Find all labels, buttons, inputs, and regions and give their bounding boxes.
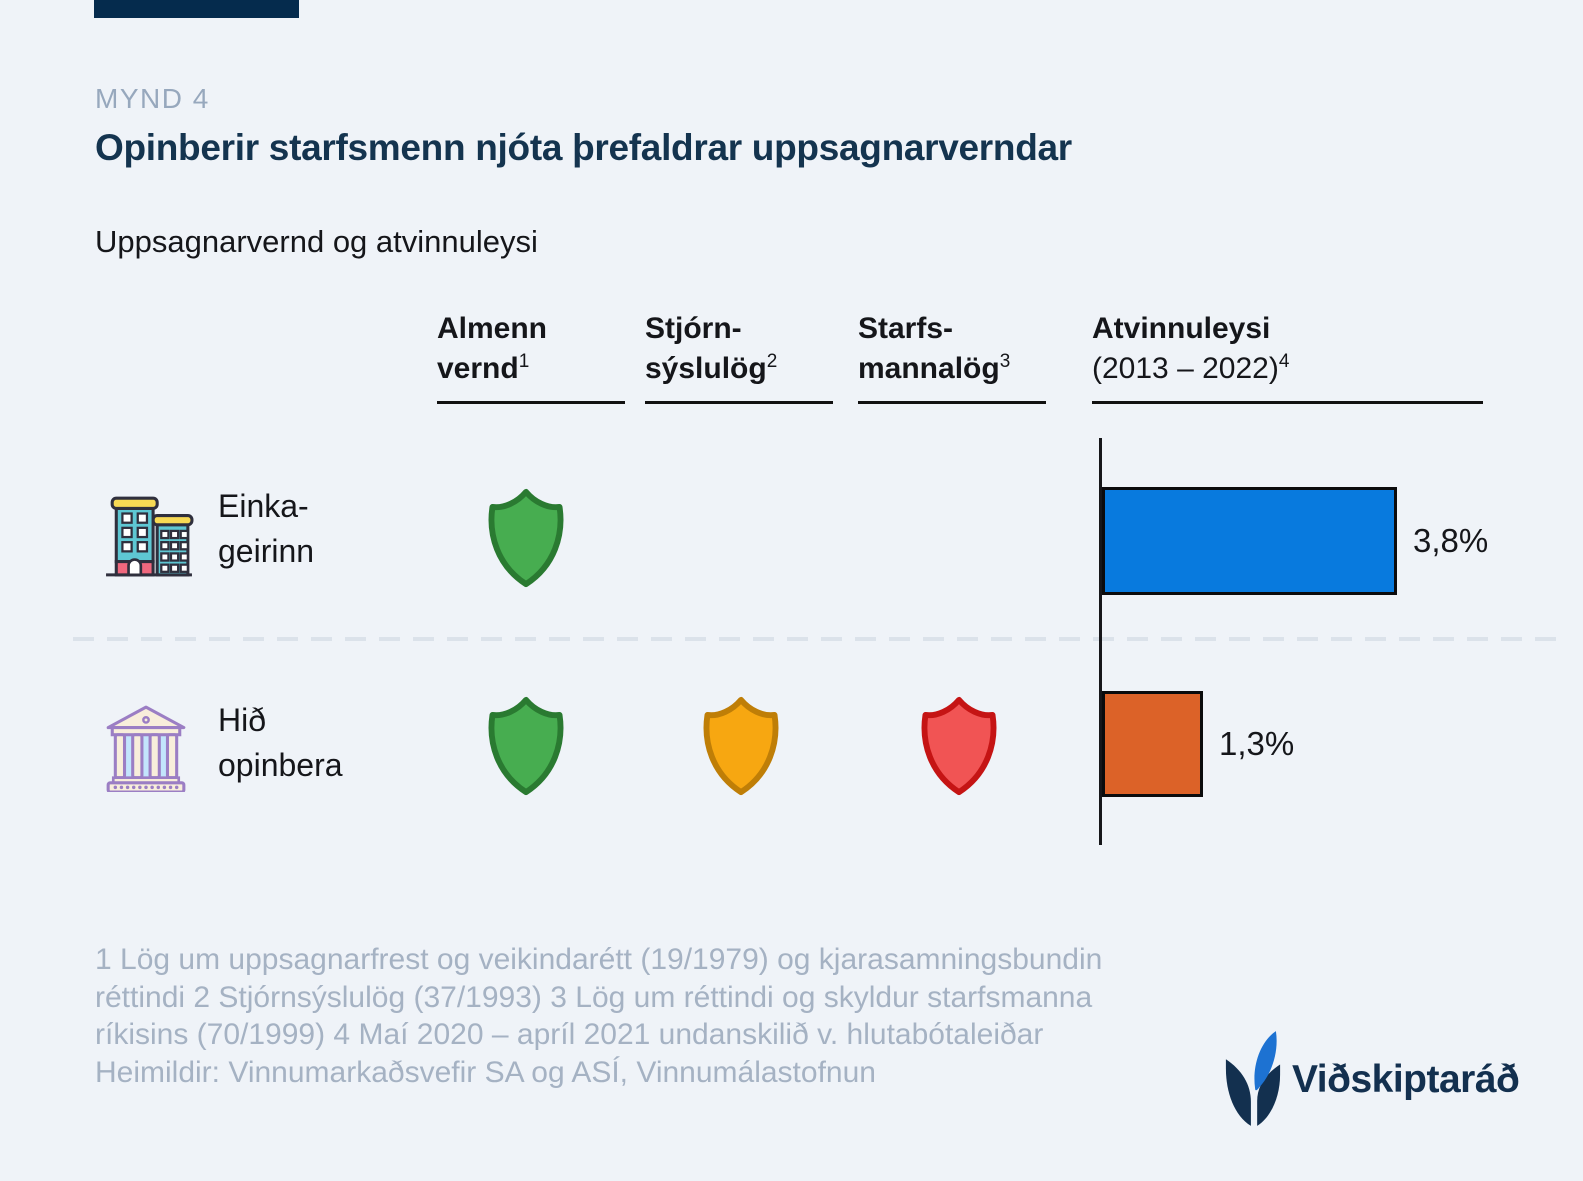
red-shield-icon	[917, 694, 1001, 798]
column-header-stjornsyslulog: Stjórn- sýslulög2	[645, 309, 833, 404]
row-label-hid-opinbera: Hið opinbera	[218, 698, 343, 788]
footnotes: 1 Lög um uppsagnarfrest og veikindarétt …	[95, 941, 1225, 1091]
row-divider-dashed	[73, 637, 1560, 641]
footnote-ref: 3	[999, 351, 1011, 372]
row-label-einkageirinn: Einka- geirinn	[218, 484, 314, 574]
vidskiptarad-wordmark: Viðskiptaráð	[1292, 1058, 1520, 1101]
page-title: Opinberir starfsmenn njóta þrefaldrar up…	[95, 127, 1072, 168]
footnote-line: 1 Lög um uppsagnarfrest og veikindarétt …	[95, 943, 1103, 976]
bar-value-label: 1,3%	[1219, 725, 1295, 762]
chart-subtitle: Uppsagnarvernd og atvinnuleysi	[95, 224, 538, 259]
column-header-line: (2013 – 2022)4	[1092, 349, 1483, 389]
figure-number: MYND 4	[95, 83, 210, 114]
column-header-text: sýslulög	[645, 352, 767, 385]
column-header-line: mannalög3	[858, 349, 1046, 389]
green-shield-icon	[484, 694, 568, 798]
column-header-line: Almenn	[437, 312, 548, 345]
bar-einkageirinn	[1102, 487, 1397, 595]
row-label-line: Einka-	[218, 488, 309, 524]
office-buildings-icon	[106, 496, 194, 577]
row-label-line: opinbera	[218, 747, 343, 783]
column-header-line: Stjórn-	[645, 312, 742, 345]
column-header-line: vernd1	[437, 349, 625, 389]
bar-hid-opinbera	[1102, 691, 1203, 797]
yellow-shield-icon	[699, 694, 783, 798]
vidskiptarad-logo-icon	[1225, 1031, 1281, 1126]
column-header-line: Atvinnuleysi	[1092, 312, 1271, 345]
row-label-line: geirinn	[218, 533, 315, 569]
footnote-line: réttindi 2 Stjórnsýslulög (37/1993) 3 Lö…	[95, 980, 1093, 1014]
green-shield-icon	[484, 486, 568, 590]
footnote-line: ríkisins (70/1999) 4 Maí 2020 – apríl 20…	[95, 1018, 1044, 1051]
column-header-almenn-vernd: Almenn vernd1	[437, 309, 625, 404]
bar-value-label: 3,8%	[1413, 522, 1489, 559]
footnote-ref: 2	[766, 351, 778, 372]
column-header-line: Starfs-	[858, 312, 954, 345]
column-header-atvinnuleysi: Atvinnuleysi (2013 – 2022)4	[1092, 309, 1483, 404]
government-building-icon	[106, 705, 186, 792]
column-header-line: sýslulög2	[645, 349, 833, 389]
footnote-line: Heimildir: Vinnumarkaðsvefir SA og ASÍ, …	[95, 1055, 876, 1089]
chart-axis-line	[1099, 438, 1102, 845]
row-label-line: Hið	[218, 702, 267, 738]
footnote-ref: 4	[1278, 351, 1290, 372]
footnote-ref: 1	[518, 351, 530, 372]
column-header-text: (2013 – 2022)	[1092, 352, 1279, 385]
column-header-text: mannalög	[858, 352, 1000, 385]
brand-accent-bar	[94, 0, 299, 18]
column-header-starfsmannalog: Starfs- mannalög3	[858, 309, 1046, 404]
column-header-text: vernd	[437, 352, 519, 385]
